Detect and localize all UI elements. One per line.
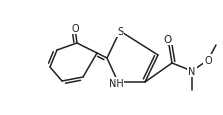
Text: NH: NH	[109, 78, 123, 88]
Text: O: O	[164, 35, 172, 45]
Text: N: N	[188, 66, 196, 76]
Text: O: O	[204, 56, 212, 65]
Text: S: S	[117, 27, 123, 37]
Text: O: O	[71, 24, 79, 34]
